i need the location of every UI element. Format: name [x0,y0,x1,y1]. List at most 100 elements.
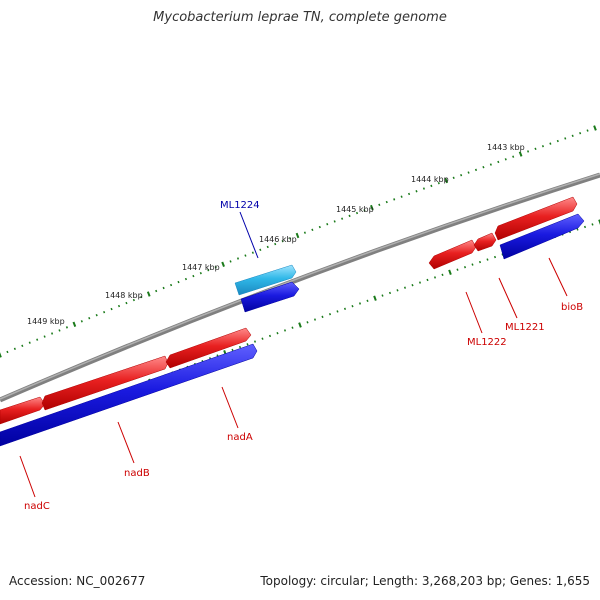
minor-tick [411,283,414,287]
minor-tick [549,142,552,145]
ml1224-label-leader [239,211,259,259]
major-tick [295,232,300,239]
minor-tick [482,166,485,169]
nadc-label-leader [19,455,36,498]
biob-cds-arrow[interactable] [494,196,578,241]
ml1221-label[interactable]: ML1221 [505,322,545,333]
ml1221-cds-arrow[interactable] [473,232,497,252]
map-title: Mycobacterium leprae TN, complete genome [153,10,447,25]
minor-tick [95,313,98,317]
minor-tick [400,195,403,198]
minor-tick [471,263,474,266]
minor-tick [229,260,232,263]
minor-tick [313,318,317,321]
minor-tick [311,228,314,232]
minor-tick [162,286,165,290]
tick-label-1447: 1447 kbp [182,263,220,272]
minor-tick [463,265,467,269]
minor-tick [238,345,242,349]
ml1224-gene-arrow[interactable] [240,281,300,313]
minor-tick [51,332,54,335]
major-tick [518,151,523,157]
minor-tick [306,321,309,324]
minor-tick [426,278,429,282]
tick-label-1444: 1444 kbp [411,175,449,184]
minor-tick [6,350,9,354]
minor-tick [170,283,173,287]
minor-tick [478,260,482,264]
minor-tick [576,228,579,231]
minor-tick [504,158,507,161]
ml1222-label[interactable]: ML1222 [467,337,507,348]
minor-tick [452,176,455,180]
nadb-label[interactable]: nadB [124,468,150,479]
minor-tick [125,301,128,305]
minor-tick [268,334,272,338]
minor-tick [259,248,262,252]
minor-tick [348,214,351,218]
minor-tick [328,312,332,316]
minor-tick [336,310,339,313]
major-tick [298,322,302,328]
nadc-cds-arrow[interactable] [0,396,46,425]
topology-summary: Topology: circular; Length: 3,268,203 bp… [260,574,590,588]
nada-cds-arrow[interactable] [165,327,252,369]
minor-tick [281,239,284,243]
major-tick [146,291,151,297]
nadb-label-leader [117,421,135,464]
minor-tick [351,304,354,308]
minor-tick [378,203,381,207]
minor-tick [88,317,91,320]
lower-gene-bar[interactable] [0,343,258,447]
minor-tick [486,258,489,261]
major-tick [448,269,452,275]
minor-tick [591,223,594,226]
minor-tick [192,274,195,278]
nadc-label[interactable]: nadC [24,501,50,512]
minor-tick [460,173,463,177]
minor-tick [28,341,31,344]
biob-label-leader [548,257,568,297]
minor-tick [363,209,366,212]
accession-label: Accession: NC_002677 [9,574,146,588]
minor-tick [564,137,567,140]
minor-tick [231,348,234,352]
minor-tick [321,315,324,319]
minor-tick [583,225,587,229]
ml1224-cds-arrow[interactable] [234,264,297,296]
minor-tick [497,160,500,164]
minor-tick [437,181,440,185]
minor-tick [155,289,158,293]
major-tick [0,352,2,358]
genome-backbone-highlight [0,173,600,400]
ml1224-label[interactable]: ML1224 [220,200,260,211]
minor-tick [355,211,359,215]
minor-tick [303,231,306,234]
minor-tick [140,295,143,299]
minor-tick [541,145,544,148]
minor-tick [403,286,407,289]
biob-gene-bar[interactable] [499,213,585,260]
nada-label-leader [221,386,239,429]
nada-label[interactable]: nadA [227,432,253,443]
minor-tick [493,255,497,259]
minor-tick [246,343,249,346]
minor-tick [415,190,418,193]
minor-tick [388,291,392,295]
minor-tick [527,150,530,153]
minor-tick [214,266,217,269]
biob-label[interactable]: bioB [561,302,583,313]
minor-tick [244,254,247,257]
minor-tick [236,257,240,260]
major-tick [598,219,600,225]
minor-tick [385,200,388,204]
minor-tick [326,223,329,226]
nadb-cds-arrow[interactable] [41,355,169,411]
ml1222-cds-arrow[interactable] [428,239,477,270]
minor-tick [393,198,396,201]
minor-tick [408,192,411,196]
tick-marks-outer [0,125,597,358]
tick-label-1448: 1448 kbp [105,291,143,300]
minor-tick [253,340,257,343]
minor-tick [467,171,470,174]
